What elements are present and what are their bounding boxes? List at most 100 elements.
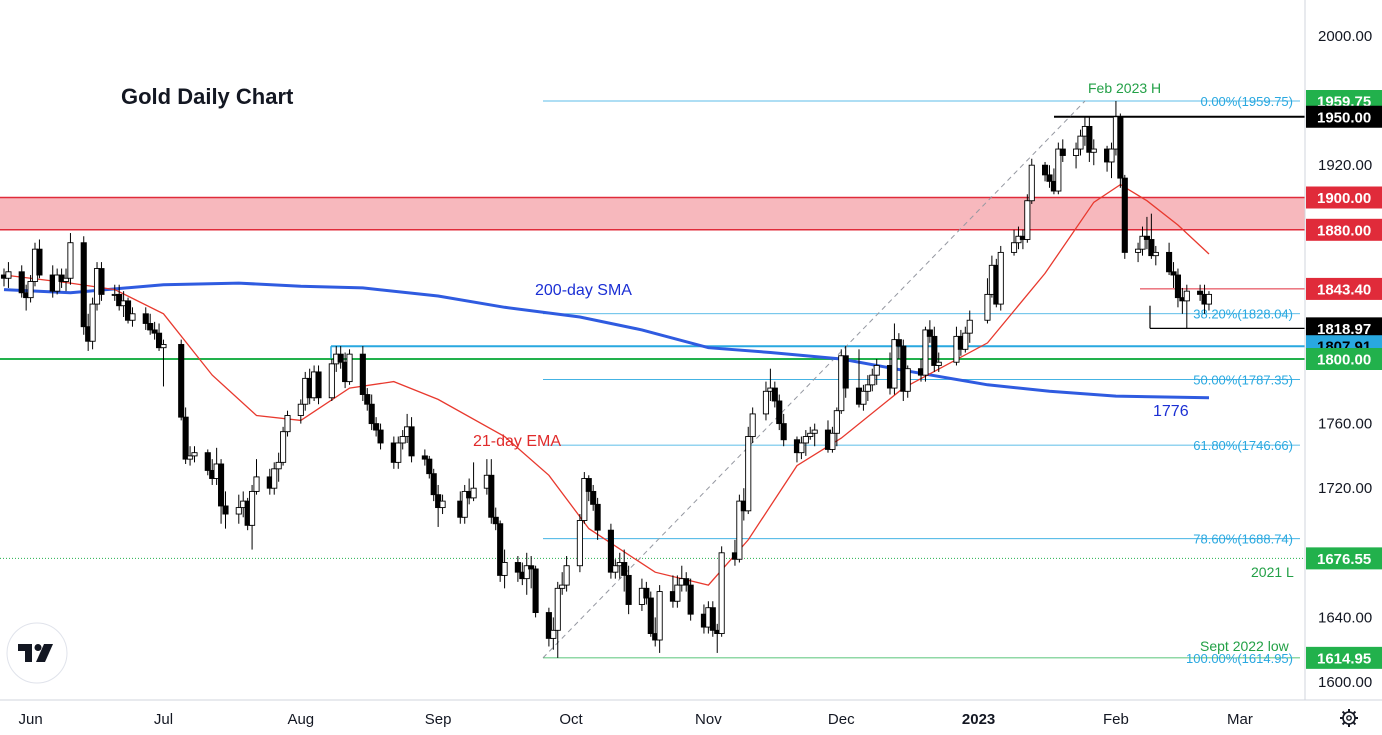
candle[interactable] xyxy=(5,262,12,288)
candle[interactable] xyxy=(62,268,70,292)
candle[interactable] xyxy=(187,446,194,466)
candle[interactable] xyxy=(860,384,867,411)
candle[interactable] xyxy=(346,349,353,385)
candle[interactable] xyxy=(1010,229,1018,256)
candle[interactable] xyxy=(962,326,969,353)
candle[interactable] xyxy=(563,556,570,592)
candle[interactable] xyxy=(1174,268,1181,308)
candle[interactable] xyxy=(1152,245,1159,266)
candle[interactable] xyxy=(581,472,588,524)
candle[interactable] xyxy=(833,407,840,447)
candle[interactable] xyxy=(709,601,716,637)
candle[interactable] xyxy=(147,313,154,335)
candle[interactable] xyxy=(559,572,566,595)
candle[interactable] xyxy=(235,494,242,524)
candle[interactable] xyxy=(762,381,770,421)
candlesticks[interactable] xyxy=(0,101,1213,658)
candle[interactable] xyxy=(368,394,375,431)
candle[interactable] xyxy=(780,413,787,447)
candle[interactable] xyxy=(249,484,256,550)
candle[interactable] xyxy=(191,446,198,463)
candle[interactable] xyxy=(891,323,898,395)
candle[interactable] xyxy=(554,581,561,658)
candle[interactable] xyxy=(647,591,654,637)
candle[interactable] xyxy=(492,507,499,531)
candle[interactable] xyxy=(528,556,535,589)
candle[interactable] xyxy=(178,339,185,421)
candle[interactable] xyxy=(461,484,468,524)
candle[interactable] xyxy=(222,491,229,529)
candle[interactable] xyxy=(585,475,592,502)
candle[interactable] xyxy=(373,417,380,437)
candle[interactable] xyxy=(271,462,278,495)
candle[interactable] xyxy=(1197,284,1204,301)
candle[interactable] xyxy=(470,462,477,502)
candle[interactable] xyxy=(328,359,335,401)
candle[interactable] xyxy=(1108,142,1115,179)
candle[interactable] xyxy=(807,426,814,440)
candle[interactable] xyxy=(204,449,211,476)
candle[interactable] xyxy=(80,236,87,335)
candle[interactable] xyxy=(1183,284,1190,329)
candle[interactable] xyxy=(966,310,973,343)
candle[interactable] xyxy=(1046,165,1053,188)
candle[interactable] xyxy=(1135,242,1142,263)
candle[interactable] xyxy=(922,326,929,382)
candle[interactable] xyxy=(497,520,504,582)
settings-gear-icon[interactable] xyxy=(1340,709,1358,727)
candle[interactable] xyxy=(501,549,508,589)
candle[interactable] xyxy=(1028,158,1035,204)
candle[interactable] xyxy=(811,423,818,447)
candle[interactable] xyxy=(984,278,991,324)
candle[interactable] xyxy=(155,323,163,351)
candle[interactable] xyxy=(926,320,933,343)
candle[interactable] xyxy=(749,407,756,443)
candle[interactable] xyxy=(399,430,406,450)
candle[interactable] xyxy=(1041,161,1049,182)
candle[interactable] xyxy=(776,394,783,431)
candle[interactable] xyxy=(550,617,557,650)
candle[interactable] xyxy=(687,578,694,621)
candle[interactable] xyxy=(430,468,437,502)
candle[interactable] xyxy=(337,346,344,369)
candle[interactable] xyxy=(718,546,725,637)
candle[interactable] xyxy=(997,245,1004,311)
candle[interactable] xyxy=(873,359,880,385)
candle[interactable] xyxy=(426,455,433,479)
candle[interactable] xyxy=(421,449,428,466)
candle[interactable] xyxy=(514,556,521,582)
candle[interactable] xyxy=(36,239,43,279)
candle[interactable] xyxy=(1086,116,1093,162)
candle[interactable] xyxy=(1059,139,1066,162)
candle[interactable] xyxy=(931,326,938,372)
candle[interactable] xyxy=(54,268,61,295)
candle[interactable] xyxy=(439,494,446,515)
candle[interactable] xyxy=(315,365,322,405)
candle[interactable] xyxy=(160,339,167,387)
candle[interactable] xyxy=(935,352,942,372)
candle[interactable] xyxy=(1117,113,1124,188)
candle[interactable] xyxy=(523,552,530,595)
candle[interactable] xyxy=(124,297,132,324)
candle[interactable] xyxy=(1073,142,1080,169)
candle[interactable] xyxy=(1170,262,1177,288)
candle[interactable] xyxy=(594,497,601,540)
candle[interactable] xyxy=(1090,139,1097,166)
candle[interactable] xyxy=(1024,194,1031,243)
candle[interactable] xyxy=(590,484,597,511)
candle[interactable] xyxy=(674,575,681,608)
candle[interactable] xyxy=(625,565,632,615)
candle[interactable] xyxy=(151,321,158,340)
candle[interactable] xyxy=(736,494,743,563)
candle[interactable] xyxy=(395,436,402,469)
candle[interactable] xyxy=(771,381,778,408)
time-axis[interactable]: Jun Jul Aug Sep Oct Nov Dec 2023 Feb Mar xyxy=(18,711,1252,728)
candle[interactable] xyxy=(364,388,371,411)
candle[interactable] xyxy=(895,333,902,359)
candle[interactable] xyxy=(253,459,260,495)
candle[interactable] xyxy=(621,549,628,592)
candle[interactable] xyxy=(612,559,619,579)
candle[interactable] xyxy=(359,346,366,401)
candle[interactable] xyxy=(218,459,225,524)
